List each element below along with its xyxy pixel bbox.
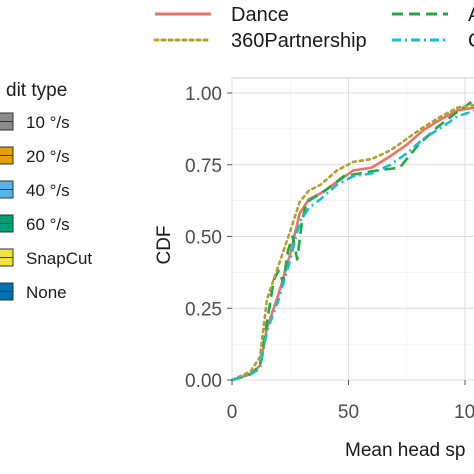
x-tick-label: 10 — [454, 402, 474, 423]
series-line-360partnership — [230, 103, 474, 382]
legend-label-dance: Dance — [231, 4, 289, 26]
y-tick-label: 0.25 — [185, 299, 222, 320]
y-tick-label: 0.75 — [185, 156, 222, 177]
y-tick-label: 0.50 — [185, 228, 222, 249]
series-lines — [230, 100, 474, 382]
fill-legend-label: None — [26, 283, 67, 302]
x-tick-label: 50 — [338, 402, 359, 423]
axes: 0.00 0.25 0.50 0.75 1.00 0 50 10 — [185, 84, 474, 423]
legend-label-a: A — [468, 4, 474, 26]
fill-legend-label: 10 °/s — [26, 113, 70, 132]
line-legend: Dance 360Partnership AC — [153, 4, 474, 52]
fill-legend-title: dit type — [6, 80, 67, 101]
x-tick-label: 0 — [227, 402, 238, 423]
fill-legend-label: 20 °/s — [26, 147, 70, 166]
fill-legend-label: SnapCut — [26, 249, 92, 268]
fill-legend-label: 60 °/s — [26, 215, 70, 234]
y-axis-label: CDF — [154, 225, 175, 264]
y-tick-label: 0.00 — [185, 371, 222, 392]
plot-panel — [231, 77, 474, 381]
x-axis-label: Mean head sp — [345, 440, 465, 461]
y-tick-label: 1.00 — [185, 84, 222, 105]
fill-legend: dit type 10 °/s 20 °/s 40 °/s 60 °/s SnapCut… — [0, 80, 92, 302]
plot-area — [230, 77, 474, 382]
legend-label-c: C — [468, 30, 474, 52]
legend-label-360partnership: 360Partnership — [231, 30, 367, 52]
fill-legend-label: 40 °/s — [26, 181, 70, 200]
series-line-c — [231, 109, 474, 382]
